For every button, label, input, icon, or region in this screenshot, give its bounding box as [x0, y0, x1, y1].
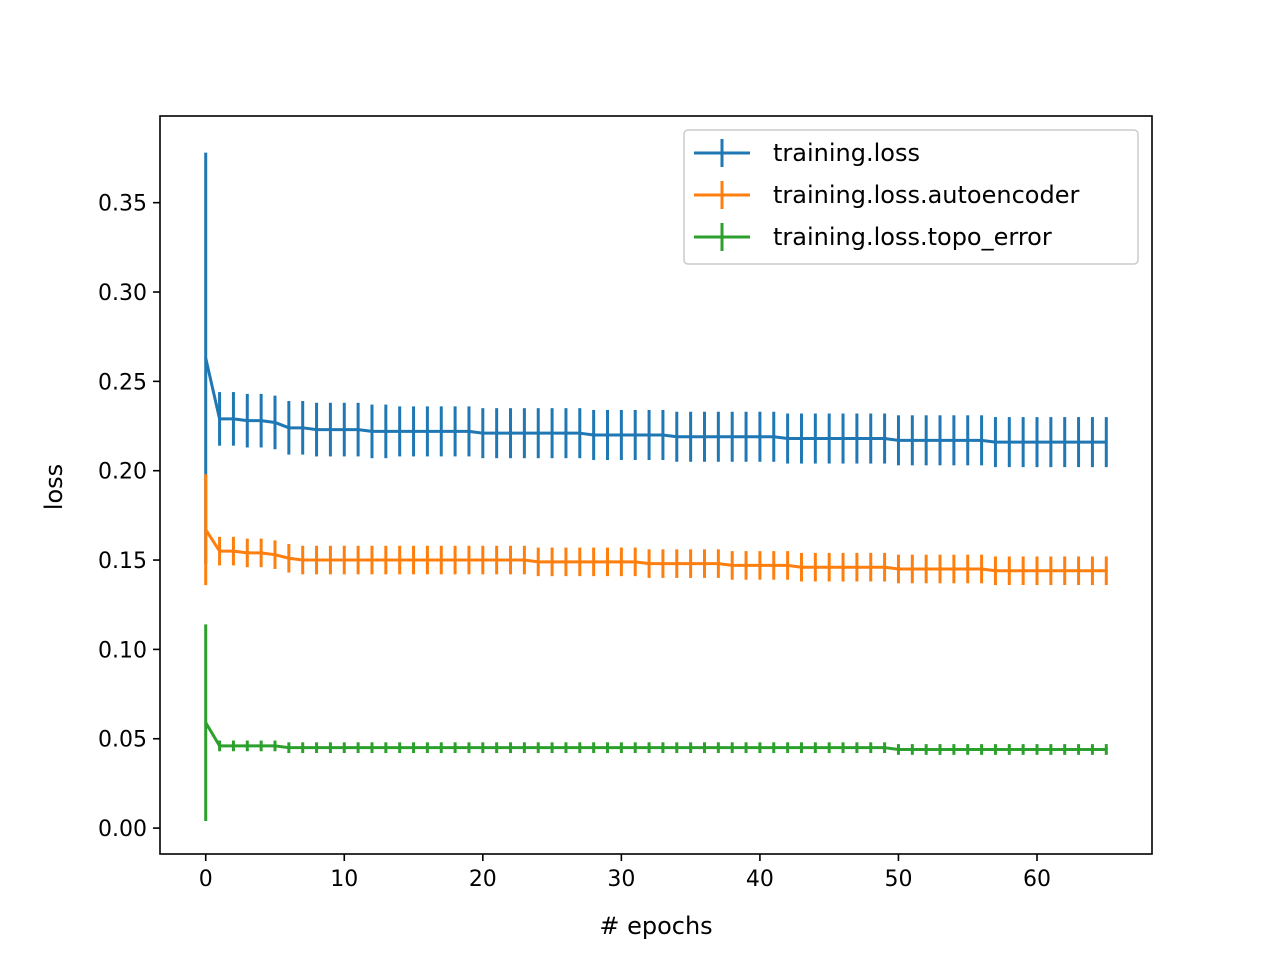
series-line [204, 528, 1107, 573]
legend: training.loss training.loss.autoencoder tr… [683, 129, 1139, 265]
y-axis-label: loss [40, 464, 68, 510]
legend-item: training.loss.autoencoder [694, 181, 1079, 209]
x-tick-label: 60 [1023, 867, 1051, 892]
series-layer [204, 152, 1108, 821]
y-tick-label: 0.25 [98, 370, 147, 395]
x-tick-label: 30 [607, 867, 635, 892]
x-tick-label: 50 [884, 867, 912, 892]
x-tick-label: 20 [469, 867, 497, 892]
y-tick-label: 0.05 [98, 728, 147, 753]
series-line [204, 357, 1107, 444]
series-3 [204, 624, 1108, 821]
series-1 [204, 152, 1108, 564]
y-tick-label: 0.10 [98, 638, 147, 663]
x-axis-label: # epochs [599, 912, 712, 940]
legend-label: training.loss.topo_error [773, 223, 1052, 251]
x-tick-label: 0 [199, 867, 213, 892]
y-tick-label: 0.30 [98, 281, 147, 306]
series-2 [204, 474, 1108, 586]
y-tick-label: 0.35 [98, 192, 147, 217]
legend-item: training.loss.topo_error [694, 223, 1052, 251]
y-axis: 0.00 0.05 0.10 0.15 0.20 0.25 0.30 0.35 [98, 192, 160, 842]
legend-item: training.loss [694, 139, 920, 167]
x-tick-label: 40 [746, 867, 774, 892]
x-axis: 0 10 20 30 40 50 60 [199, 854, 1051, 892]
y-tick-label: 0.15 [98, 549, 147, 574]
y-tick-label: 0.00 [98, 817, 147, 842]
plot-frame [159, 115, 1153, 855]
legend-label: training.loss.autoencoder [773, 181, 1079, 209]
x-tick-label: 10 [330, 867, 358, 892]
y-tick-label: 0.20 [98, 460, 147, 485]
series-line [204, 721, 1107, 751]
legend-box [683, 129, 1139, 265]
legend-label: training.loss [773, 139, 920, 167]
